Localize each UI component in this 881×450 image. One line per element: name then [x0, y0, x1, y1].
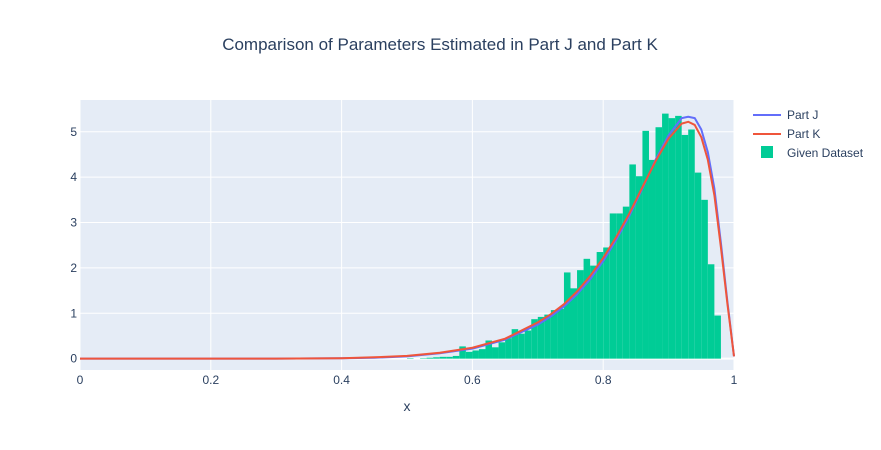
histogram-bar[interactable]: [701, 199, 708, 359]
x-tick-label: 0.2: [202, 373, 219, 387]
histogram-bar[interactable]: [465, 351, 473, 359]
histogram-bar[interactable]: [531, 319, 538, 359]
histogram-bar[interactable]: [492, 347, 499, 359]
histogram-bar[interactable]: [694, 172, 702, 359]
histogram-bar[interactable]: [498, 342, 506, 359]
legend[interactable]: Part J Part K Given Dataset: [753, 108, 864, 160]
y-tick-label: 0: [70, 352, 77, 366]
y-tick-label: 4: [70, 170, 77, 184]
x-tick-label: 0.4: [333, 373, 350, 387]
x-tick-label: 0: [77, 373, 84, 387]
histogram-bar[interactable]: [590, 265, 597, 359]
legend-label-part-k: Part K: [787, 127, 820, 141]
legend-item-part-j[interactable]: Part J: [753, 108, 818, 122]
histogram-bar[interactable]: [524, 330, 532, 359]
legend-label-given-dataset: Given Dataset: [787, 146, 864, 160]
histogram-bar[interactable]: [681, 134, 689, 359]
x-tick-label: 0.6: [464, 373, 481, 387]
histogram-bar[interactable]: [563, 272, 571, 359]
x-tick-label: 1: [731, 373, 738, 387]
histogram-bar[interactable]: [433, 357, 440, 359]
histogram-bar[interactable]: [668, 118, 676, 359]
y-tick-label: 3: [70, 216, 77, 230]
x-tick-label: 0.8: [595, 373, 612, 387]
histogram-bar[interactable]: [714, 315, 721, 359]
y-tick-label: 2: [70, 261, 77, 275]
y-tick-label: 5: [70, 125, 77, 139]
legend-item-given-dataset[interactable]: Given Dataset: [761, 146, 864, 160]
histogram-bar[interactable]: [550, 310, 558, 359]
histogram-bar[interactable]: [609, 213, 617, 359]
histogram-bar[interactable]: [642, 130, 649, 359]
histogram-bar[interactable]: [662, 113, 669, 359]
x-axis-title: x: [404, 398, 411, 414]
histogram-bar[interactable]: [511, 329, 519, 359]
histogram-bar[interactable]: [452, 355, 460, 359]
histogram-bar[interactable]: [439, 356, 447, 359]
histogram-bar[interactable]: [629, 164, 636, 359]
histogram-bar[interactable]: [616, 213, 623, 359]
histogram-bar[interactable]: [635, 176, 643, 359]
histogram-bar[interactable]: [518, 333, 525, 359]
histogram-bar[interactable]: [675, 115, 682, 359]
histogram-bar[interactable]: [648, 159, 656, 359]
legend-item-part-k[interactable]: Part K: [753, 127, 820, 141]
histogram-bars: [407, 113, 721, 359]
histogram-bar[interactable]: [622, 206, 630, 359]
histogram-bar[interactable]: [446, 356, 453, 359]
chart-title: Comparison of Parameters Estimated in Pa…: [222, 35, 658, 54]
histogram-bar[interactable]: [478, 349, 486, 359]
legend-label-part-j: Part J: [787, 108, 818, 122]
y-tick-label: 1: [70, 306, 77, 320]
histogram-bar[interactable]: [655, 127, 663, 359]
series-lines: [80, 115, 735, 360]
histogram-bar[interactable]: [472, 350, 479, 359]
histogram-bar[interactable]: [485, 340, 493, 359]
histogram-bar[interactable]: [544, 314, 551, 359]
histogram-bar[interactable]: [577, 270, 584, 359]
x-axis-ticks: 0 0.2 0.4 0.6 0.8 1: [77, 373, 738, 387]
histogram-bar[interactable]: [557, 308, 564, 359]
series-line-part-k[interactable]: [80, 120, 735, 360]
histogram-bar[interactable]: [505, 338, 512, 359]
histogram-bar[interactable]: [707, 264, 715, 359]
histogram-bar[interactable]: [603, 247, 610, 359]
histogram-bar[interactable]: [596, 252, 604, 359]
histogram-bar[interactable]: [537, 316, 545, 359]
histogram-bar[interactable]: [688, 129, 695, 359]
legend-swatch-given-dataset: [761, 146, 773, 158]
histogram-bar[interactable]: [459, 346, 466, 359]
histogram-bar[interactable]: [570, 288, 578, 359]
histogram-bar[interactable]: [583, 258, 591, 359]
y-axis-ticks: 0 1 2 3 4 5: [70, 125, 77, 366]
histogram-bar[interactable]: [426, 357, 434, 359]
